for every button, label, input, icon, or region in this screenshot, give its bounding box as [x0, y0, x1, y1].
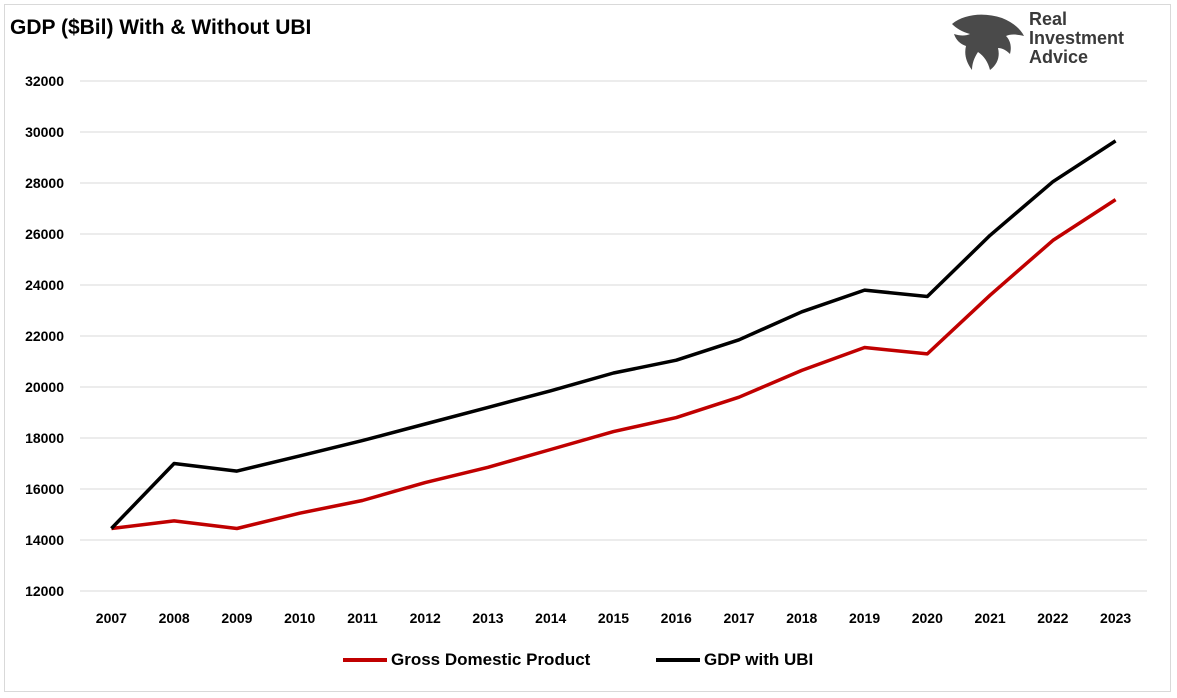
y-tick-label: 18000 [25, 430, 64, 446]
x-tick-label: 2023 [1100, 610, 1131, 626]
chart-frame [4, 4, 1171, 692]
y-tick-label: 30000 [25, 124, 64, 140]
x-tick-label: 2015 [598, 610, 629, 626]
gridlines [80, 80, 1147, 592]
legend-item-gdp-ubi: GDP with UBI [656, 648, 813, 672]
logo-line-3: Advice [1029, 47, 1089, 67]
x-tick-label: 2007 [96, 610, 127, 626]
y-tick-label: 22000 [25, 328, 64, 344]
legend-swatch-gdp [343, 658, 387, 662]
x-tick-label: 2017 [723, 610, 754, 626]
y-tick-label: 12000 [25, 583, 64, 599]
x-tick-label: 2018 [786, 610, 817, 626]
series-line-gdp-ubi [110, 139, 1117, 530]
legend-item-gdp: Gross Domestic Product [343, 648, 590, 672]
y-tick-label: 14000 [25, 532, 64, 548]
eagle-head-icon [952, 14, 1024, 70]
x-tick-label: 2022 [1037, 610, 1068, 626]
series-lines [110, 139, 1117, 531]
x-tick-label: 2009 [221, 610, 252, 626]
x-tick-label: 2019 [849, 610, 880, 626]
x-axis-ticks: 2007 2008 2009 2010 2011 2012 2013 2014 2015 2016… [96, 610, 1132, 626]
y-tick-label: 26000 [25, 226, 64, 242]
y-tick-label: 16000 [25, 481, 64, 497]
legend-swatch-gdp-ubi [656, 658, 700, 662]
x-tick-label: 2011 [347, 610, 378, 626]
y-tick-label: 20000 [25, 379, 64, 395]
logo-line-1: Real [1029, 9, 1068, 29]
y-tick-label: 24000 [25, 277, 64, 293]
legend: Gross Domestic Product GDP with UBI [0, 648, 1177, 672]
legend-label-gdp: Gross Domestic Product [391, 650, 591, 669]
chart-title: GDP ($Bil) With & Without UBI [10, 16, 312, 39]
x-tick-label: 2013 [472, 610, 503, 626]
series-line-gdp [111, 198, 1117, 531]
x-tick-label: 2016 [661, 610, 692, 626]
x-tick-label: 2012 [410, 610, 441, 626]
logo-text: Real Investment Advice [1029, 10, 1124, 67]
x-tick-label: 2014 [535, 610, 566, 626]
x-tick-label: 2008 [159, 610, 190, 626]
x-tick-label: 2021 [975, 610, 1006, 626]
y-tick-label: 32000 [25, 73, 64, 89]
logo-line-2: Investment [1029, 28, 1125, 48]
x-tick-label: 2020 [912, 610, 943, 626]
y-tick-label: 28000 [25, 175, 64, 191]
legend-label-gdp-ubi: GDP with UBI [704, 650, 814, 669]
x-tick-label: 2010 [284, 610, 315, 626]
y-axis-ticks: 12000 14000 16000 18000 20000 22000 24000 26000… [25, 73, 64, 599]
